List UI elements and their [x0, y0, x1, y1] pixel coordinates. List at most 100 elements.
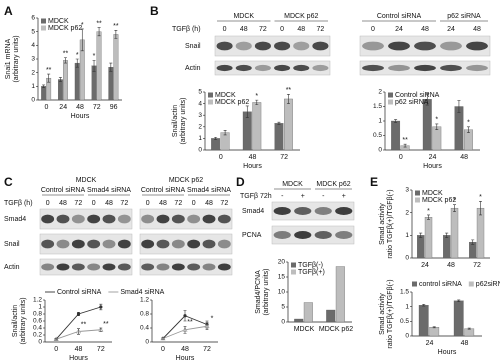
legend-label: MDCK — [48, 18, 69, 25]
blot-band — [314, 207, 332, 215]
treatment-label: TGFβ (h) — [4, 200, 33, 207]
panel-label: A — [4, 4, 13, 18]
y-tick-label: 20 — [278, 259, 286, 266]
x-axis-label: Hours — [423, 163, 442, 170]
x-tick-label: 0 — [44, 104, 48, 111]
lane-label: 48 — [159, 200, 167, 207]
blot — [39, 208, 133, 230]
legend-swatch — [468, 281, 474, 287]
error-bar — [97, 27, 101, 37]
blot-band — [273, 207, 291, 215]
error-bar — [286, 94, 290, 104]
y-tick-label: 0 — [31, 97, 35, 104]
y-tick-label: 2 — [31, 69, 35, 76]
bar — [422, 99, 432, 151]
bar — [326, 309, 336, 323]
y-axis-label: Snai1 mRNA — [5, 38, 12, 79]
error-bar — [183, 325, 187, 334]
blot-band — [312, 41, 329, 51]
legend-label: MDCK p62 — [422, 197, 456, 204]
blot-band — [440, 64, 462, 72]
legend-label: p62 siRNA — [395, 99, 429, 106]
error-bar — [109, 62, 113, 72]
x-tick-label: 24 — [426, 340, 434, 347]
error-bar — [47, 73, 51, 83]
significance-mark: ** — [81, 322, 87, 329]
y-axis-label: Snail/actin — [12, 305, 19, 337]
bar — [252, 102, 262, 151]
blot-band — [156, 214, 170, 224]
blot-band — [293, 41, 310, 51]
group-label: MDCK — [233, 13, 254, 20]
error-bar — [80, 28, 84, 52]
blot-band — [171, 239, 185, 249]
blot-band — [362, 64, 384, 72]
error-bar — [77, 311, 80, 317]
legend-label: TGFβ(+) — [298, 269, 325, 276]
bar — [432, 126, 442, 151]
error-bar — [75, 58, 79, 68]
lane-label: 0 — [92, 200, 96, 207]
blot-band — [362, 41, 384, 51]
legend-swatch — [412, 281, 417, 287]
legend-swatch — [415, 190, 420, 196]
blot-band — [388, 64, 410, 72]
treatment-label: TGFβ 72h — [240, 193, 272, 200]
y-tick-label: 0.5 — [373, 132, 382, 139]
lane-label: 72 — [317, 26, 325, 33]
error-bar — [453, 204, 457, 212]
bar — [476, 207, 485, 259]
y-tick-label: 0 — [405, 333, 409, 340]
blot — [214, 60, 331, 76]
x-tick-label: 72 — [97, 346, 105, 353]
cell-label: MDCK p62 — [169, 177, 203, 184]
row-label: Snail — [185, 43, 201, 50]
significance-mark: * — [255, 93, 258, 100]
error-bar — [425, 93, 429, 106]
blot-band — [141, 214, 155, 224]
blot-band — [414, 41, 436, 51]
error-bar — [479, 201, 483, 216]
blot-band — [56, 239, 70, 249]
y-tick-label: 0.4 — [140, 325, 149, 332]
blot-band — [202, 263, 216, 271]
significance-mark: ** — [96, 20, 102, 27]
lane-label: 48 — [105, 200, 113, 207]
blot-band — [71, 239, 85, 249]
legend-swatch — [41, 25, 46, 31]
bar — [453, 300, 464, 337]
group-label: Control siRNA — [41, 187, 86, 194]
legend-label: MDCK p62 — [215, 99, 249, 106]
x-tick-label: 48 — [181, 346, 189, 353]
lane-label: - — [322, 193, 325, 200]
lane-label: 48 — [473, 26, 481, 33]
y-tick-label: 0 — [281, 319, 285, 326]
error-bar — [245, 105, 249, 118]
blot-band — [87, 263, 101, 271]
blot-band — [217, 263, 231, 271]
blot-band — [171, 214, 185, 224]
significance-mark: ** — [402, 137, 408, 144]
y-tick-label: 1 — [405, 232, 409, 239]
error-bar — [277, 121, 281, 125]
blot-band — [156, 239, 170, 249]
significance-mark: * — [435, 117, 438, 124]
significance-mark: ** — [103, 321, 109, 328]
error-bar — [58, 77, 62, 82]
group-label: MDCK — [282, 181, 303, 188]
lane-label: 0 — [46, 200, 50, 207]
lane-label: - — [281, 193, 284, 200]
panel-label: C — [4, 175, 13, 189]
blot-band — [41, 239, 55, 249]
legend-label: control siRNA — [419, 281, 462, 288]
row-label: Smad4 — [242, 208, 264, 215]
blot-band — [141, 263, 155, 271]
lane-label: 72 — [120, 200, 128, 207]
x-tick-label: 0 — [161, 346, 165, 353]
y-tick-label: 4 — [198, 100, 202, 107]
blot-band — [202, 214, 216, 224]
x-tick-label: 48 — [249, 154, 257, 161]
legend-swatch — [415, 197, 420, 203]
y-tick-label: 0 — [405, 255, 409, 262]
group-label: MDCK p62 — [284, 13, 318, 20]
